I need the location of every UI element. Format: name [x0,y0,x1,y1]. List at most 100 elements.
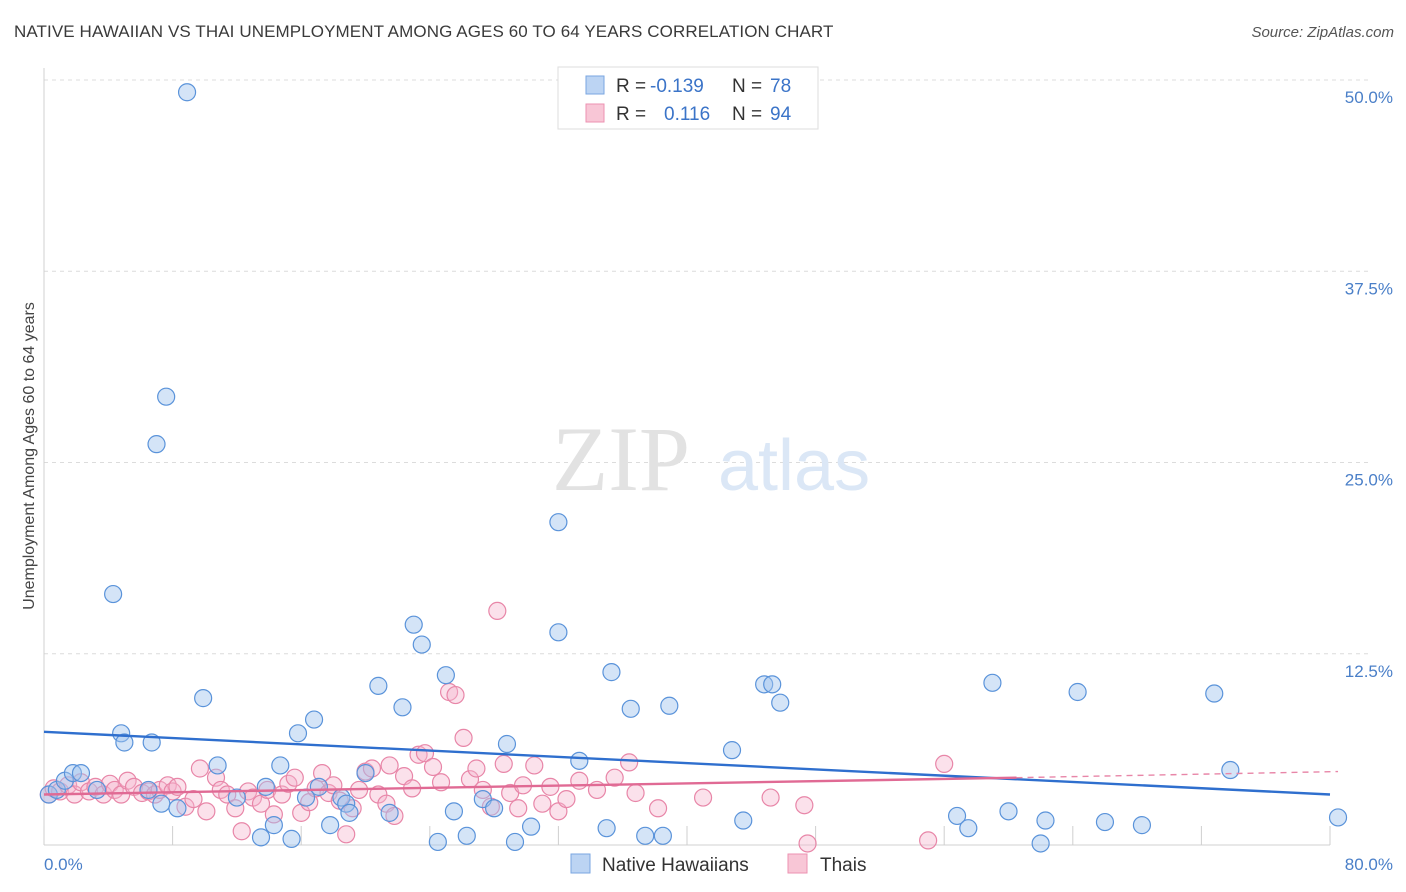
native-hawaiian-point [521,817,541,836]
thai-point [525,756,544,775]
native-hawaiian-point [436,666,455,685]
native-hawaiian-point [157,387,176,406]
native-hawaiian-point [393,698,412,717]
native-hawaiian-point [602,663,621,682]
native-hawaiian-point [1036,811,1055,830]
watermark-atlas: atlas [718,426,870,506]
native-hawaiian-point [177,83,197,102]
native-hawaiian-point [597,819,616,838]
native-hawaiian-point [1031,834,1050,853]
x-tick-label-min: 0.0% [44,855,83,874]
thai-point [362,759,382,778]
native-hawaiian-point [505,832,525,852]
trend-line-thais [43,776,1017,796]
thai-point [494,754,513,774]
native-hawaiian-point [1068,682,1087,702]
legend-swatch-thais [585,103,605,123]
thai-point [798,834,817,853]
thai-point [795,796,814,815]
native-hawaiian-point [457,826,476,845]
native-hawaiian-point [947,806,967,826]
legend-n-value-1: 78 [770,76,791,97]
thai-point [184,789,203,809]
thai-point [648,799,668,818]
native-hawaiian-point [734,811,753,830]
native-hawaiian-point [959,819,978,838]
native-hawaiian-point [194,689,213,708]
thai-point [919,831,938,850]
native-hawaiian-point [497,734,517,754]
thai-point [467,759,486,778]
y-tick-label: 37.5% [1345,279,1393,298]
watermark: ZIP atlas [552,408,870,510]
native-hawaiian-point [369,676,388,695]
thai-point [761,788,780,807]
thai-point [232,822,251,841]
native-hawaiian-point [380,803,399,822]
thai-point [423,757,443,777]
legend-swatch-native-hawaiians [585,75,605,95]
thai-point [285,768,304,787]
native-hawaiian-point [87,780,107,800]
thai-point [626,783,645,803]
native-hawaiian-point [763,675,782,694]
thai-point [605,768,624,787]
thai-point [190,759,210,778]
native-hawaiian-point [256,777,275,796]
correlation-legend: R = -0.139 N = 78 R = 0.116 N = 94 [557,66,819,130]
legend-r-value-2: 0.116 [664,104,710,125]
x-tick-label-max: 80.0% [1345,855,1393,874]
native-hawaiian-point [621,699,640,718]
native-hawaiian-point [549,513,568,532]
thai-point [415,744,435,763]
x-tick-labels: 0.0% 80.0% [44,855,1393,874]
series-native-hawaiians [39,83,1348,853]
native-hawaiian-point [271,756,290,775]
y-tick-labels: 12.5% 25.0% 37.5% 50.0% [1345,88,1393,681]
native-hawaiian-point [771,693,790,712]
thai-point [380,756,399,775]
y-axis-title: Unemployment Among Ages 60 to 64 years [21,302,38,610]
native-hawaiian-point [1328,808,1348,827]
bottom-legend-label-thais: Thais [820,855,866,876]
thai-point [385,806,404,826]
native-hawaiian-point [208,756,227,775]
native-hawaiian-point [356,763,375,783]
trend-lines [43,730,1339,796]
thai-point [446,685,465,705]
native-hawaiian-point [309,777,328,796]
native-hawaiian-point [147,435,166,454]
native-hawaiian-point [653,826,672,845]
thai-point [570,771,589,790]
native-hawaiian-point [71,763,91,783]
native-hawaiian-point [152,794,171,813]
legend-r-value-1: -0.139 [650,76,704,97]
native-hawaiian-point [412,635,431,654]
native-hawaiian-point [1132,816,1152,835]
native-hawaiian-point [549,623,568,642]
native-hawaiian-point [321,816,340,835]
thai-point [693,788,713,807]
native-hawaiian-point [570,751,589,770]
y-tick-label: 12.5% [1345,662,1393,681]
native-hawaiian-point [999,802,1018,821]
native-hawaiian-point [139,780,158,800]
source-label: Source: ZipAtlas.com [1251,24,1394,41]
thai-point [620,753,639,772]
watermark-zip: ZIP [552,408,690,510]
gridlines [44,79,1370,655]
legend-r-label-1: R = [616,76,646,97]
chart-title: NATIVE HAWAIIAN VS THAI UNEMPLOYMENT AMO… [14,22,834,41]
thai-point [557,789,576,809]
native-hawaiian-point [251,828,271,847]
thai-point [533,794,552,813]
thai-point [264,805,283,824]
trend-line-native-hawaiians [43,730,1331,796]
native-hawaiian-point [428,832,447,852]
bottom-legend-swatch-native-hawaiians [570,853,591,874]
native-hawaiian-point [104,584,123,604]
native-hawaiian-point [288,724,308,743]
native-hawaiian-point [115,733,134,752]
native-hawaiian-point [660,696,679,715]
thai-point [197,802,216,821]
